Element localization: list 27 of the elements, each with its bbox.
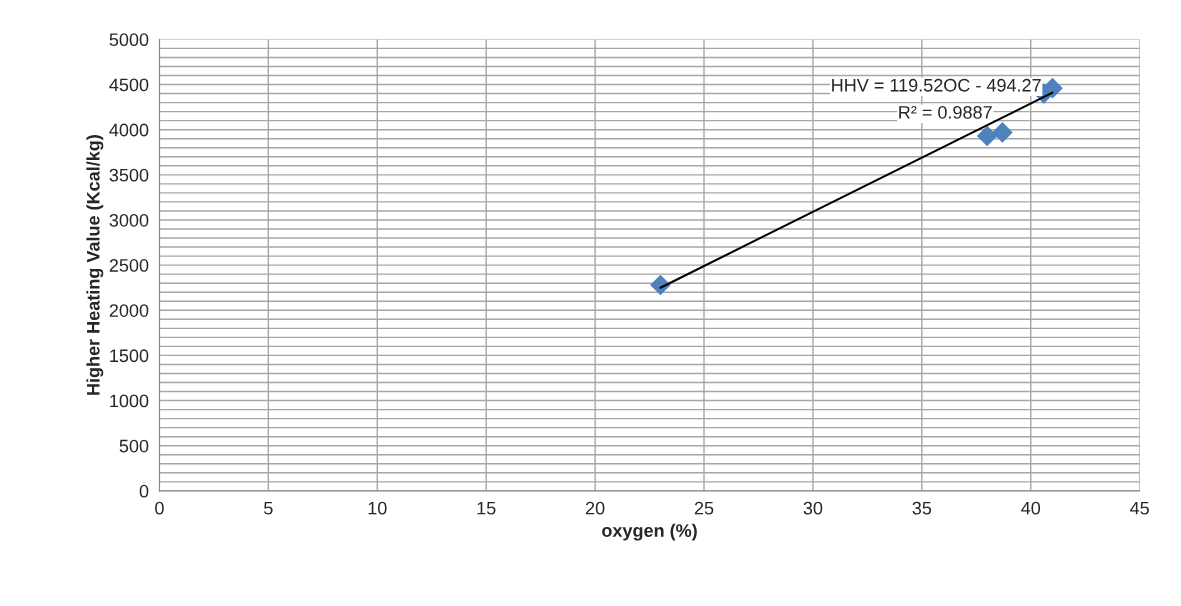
x-tick-label: 40 [1021,501,1041,515]
y-tick-label: 1500 [110,349,149,363]
y-tick-label: 1000 [110,394,149,408]
annotation: R² = 0.9887 [899,105,992,119]
y-axis-title: Higher Heating Value (Kcal/kg) [86,135,104,395]
x-axis-title: oxygen (%) [602,523,697,541]
x-tick-label: 45 [1130,501,1149,515]
y-tick-label: 500 [119,439,149,453]
x-tick-label: 35 [912,501,932,515]
y-tick-label: 2000 [109,304,149,317]
y-tick-label: 2500 [109,259,149,272]
y-tick-label: 5000 [109,33,149,47]
x-tick-label: 10 [368,501,387,515]
y-tick-label: 4000 [109,123,149,137]
y-tick-label: 3000 [109,213,149,227]
y-tick-label: 4500 [109,78,149,92]
x-tick-label: 5 [264,501,273,515]
x-tick-label: 20 [585,501,605,515]
annotation: HHV = 119.52OC - 494.27 [832,78,1041,92]
y-tick-label: 3500 [109,168,149,182]
x-tick-label: 30 [803,501,823,515]
x-tick-label: 15 [477,501,496,515]
y-tick-label: 0 [139,484,149,498]
point [992,122,1013,143]
x-tick-label: 0 [155,501,164,515]
x-tick-label: 25 [694,501,714,515]
point [976,125,998,147]
